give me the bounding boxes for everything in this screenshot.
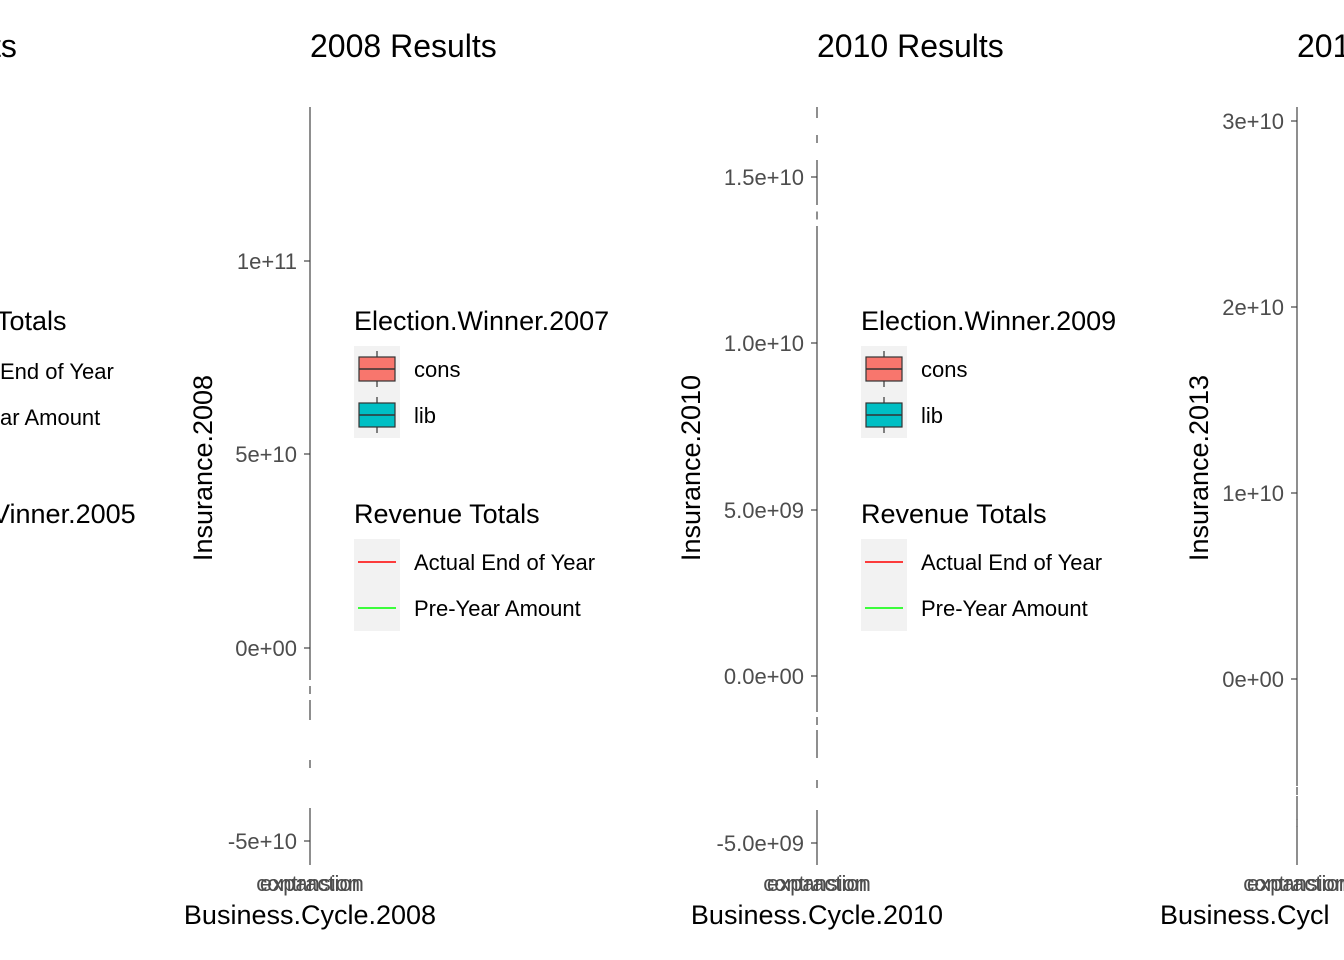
legend-label: cons	[414, 357, 460, 382]
y-tick-label: -5e+10	[228, 829, 297, 854]
legend-key-background	[354, 539, 400, 631]
legend-label: Actual End of Year	[921, 550, 1102, 575]
x-tick-label: contraction	[1243, 871, 1344, 896]
legend-key-background	[861, 539, 907, 631]
legend-label: End of Year	[0, 359, 114, 384]
y-tick-label: 3e+10	[1222, 109, 1284, 134]
legend-label: lib	[921, 403, 943, 428]
x-tick-label: expansion	[1247, 871, 1344, 896]
legend-label: lib	[414, 403, 436, 428]
y-tick-label: 5.0e+09	[724, 498, 804, 523]
x-tick-label: expansion	[767, 871, 867, 896]
legend-label: Actual End of Year	[414, 550, 595, 575]
x-tick-label: expansion	[260, 871, 360, 896]
legend-label: Pre-Year Amount	[414, 596, 581, 621]
chart-panel-2: 2010 Results -5.0e+09 0.0e+00 5.0e+09 1.0e+1…	[676, 28, 1116, 930]
x-axis-title: Business.Cycl	[1160, 900, 1330, 930]
y-tick-label: 1.0e+10	[724, 331, 804, 356]
x-axis-title: Business.Cycle.2010	[691, 900, 943, 930]
y-tick-label: 1.5e+10	[724, 165, 804, 190]
chart-panel-0: ts Totals End of Year ar Amount Vinner.2005	[0, 28, 136, 529]
y-tick-label: -5.0e+09	[717, 831, 804, 856]
legend-revenue-totals: Revenue Totals Actual End of Year Pre-Year…	[354, 499, 595, 631]
y-axis-title: Insurance.2013	[1184, 375, 1214, 561]
y-axis-title: Insurance.2010	[676, 375, 706, 561]
legend-title: Totals	[0, 306, 67, 336]
chart-title: 2010 Results	[817, 28, 1004, 64]
legend-label: cons	[921, 357, 967, 382]
legend-label: Pre-Year Amount	[921, 596, 1088, 621]
y-tick-label: 0.0e+00	[724, 664, 804, 689]
y-axis-title: Insurance.2008	[188, 375, 218, 561]
legend-revenue-totals: Revenue Totals Actual End of Year Pre-Year…	[861, 499, 1102, 631]
y-tick-label: 5e+10	[235, 442, 297, 467]
chart-title: 201	[1297, 28, 1344, 64]
x-axis-title: Business.Cycle.2008	[184, 900, 436, 930]
legend-election-winner: Election.Winner.2007 cons lib	[354, 306, 609, 438]
y-tick-label: 1e+11	[237, 249, 297, 274]
x-tick-label: contraction	[256, 871, 364, 896]
chart-panel-1: 2008 Results -5e+10 0e+00 5e+10 1e+11 contrac…	[184, 28, 609, 930]
y-tick-label: 0e+00	[235, 636, 297, 661]
chart-panel-3: 201 0e+00 1e+10 2e+10 3e+10 contractionexpans…	[1160, 28, 1344, 930]
legend-title: Revenue Totals	[354, 499, 540, 529]
y-tick-label: 0e+00	[1222, 667, 1284, 692]
y-tick-label: 1e+10	[1222, 481, 1284, 506]
y-tick-label: 2e+10	[1222, 295, 1284, 320]
legend-title: Revenue Totals	[861, 499, 1047, 529]
chart-title: ts	[0, 28, 17, 64]
legend-title: Vinner.2005	[0, 499, 136, 529]
chart-title: 2008 Results	[310, 28, 497, 64]
legend-election-winner: Election.Winner.2009 cons lib	[861, 306, 1116, 438]
x-tick-label: contraction	[763, 871, 871, 896]
legend-label: ar Amount	[0, 405, 100, 430]
legend-title: Election.Winner.2009	[861, 306, 1116, 336]
legend-title: Election.Winner.2007	[354, 306, 609, 336]
